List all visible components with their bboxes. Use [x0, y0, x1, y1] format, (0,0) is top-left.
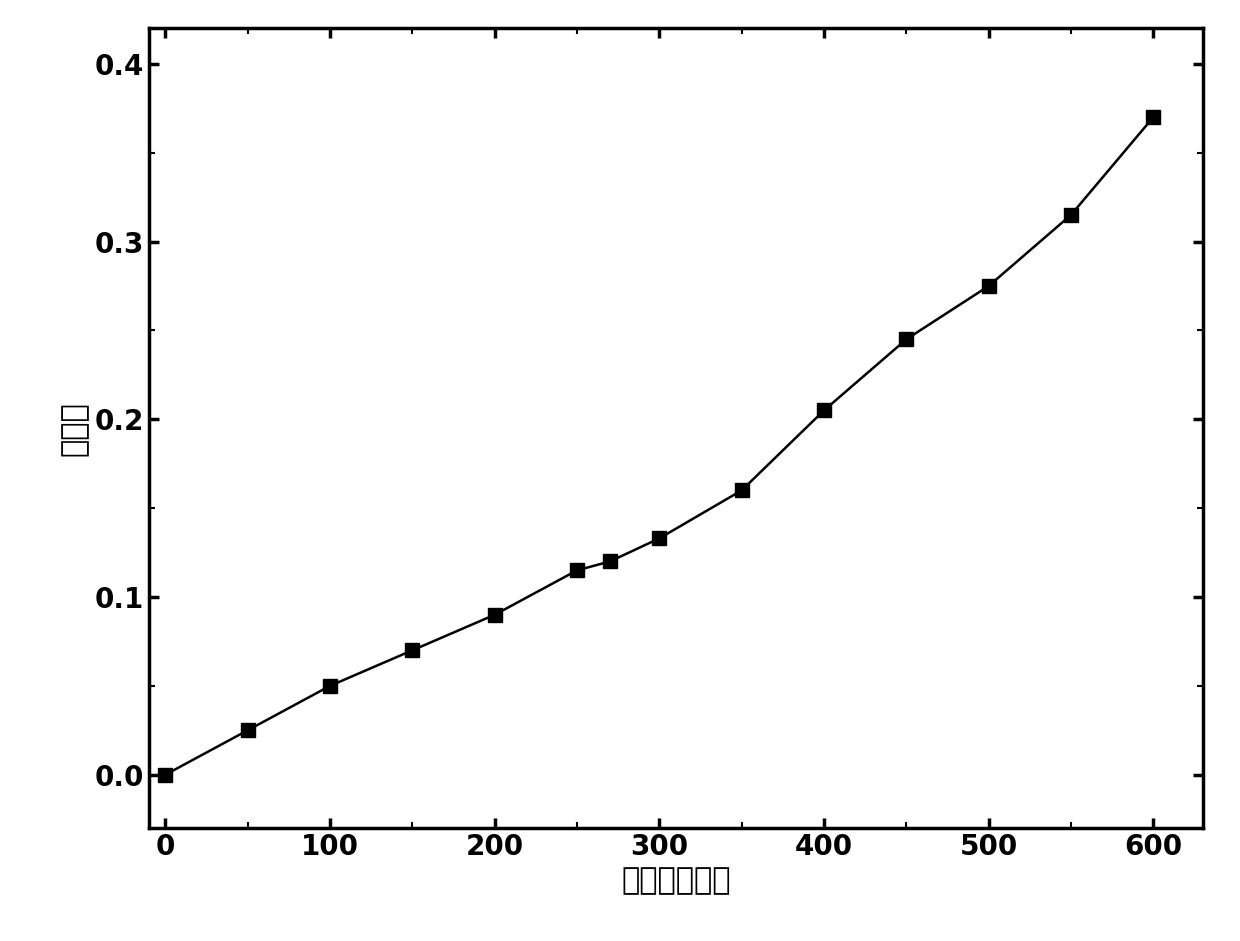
X-axis label: 时间（分钟）: 时间（分钟）	[621, 867, 730, 896]
Y-axis label: 降解率: 降解率	[60, 401, 89, 455]
